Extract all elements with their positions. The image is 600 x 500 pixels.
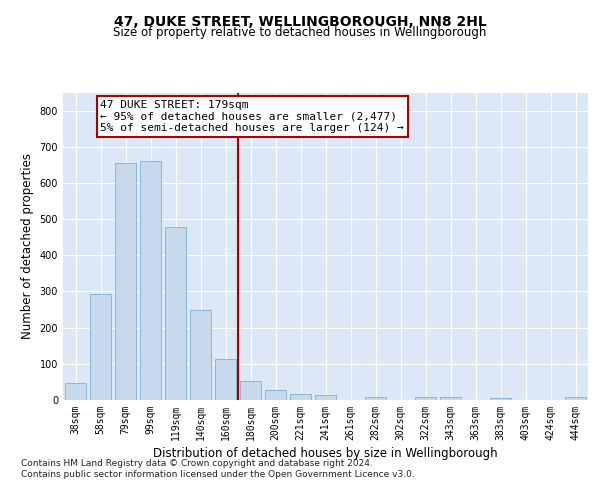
Text: Contains HM Land Registry data © Crown copyright and database right 2024.: Contains HM Land Registry data © Crown c… [21, 459, 373, 468]
Bar [215, 359, 236, 400]
X-axis label: Distribution of detached houses by size in Wellingborough: Distribution of detached houses by size … [153, 447, 498, 460]
Text: 47, DUKE STREET, WELLINGBOROUGH, NN8 2HL: 47, DUKE STREET, WELLINGBOROUGH, NN8 2HL [113, 15, 487, 29]
Bar [115, 163, 136, 400]
Bar [315, 394, 336, 400]
Bar [165, 227, 186, 400]
Text: Size of property relative to detached houses in Wellingborough: Size of property relative to detached ho… [113, 26, 487, 39]
Bar [190, 310, 211, 400]
Bar [265, 390, 286, 400]
Bar [140, 161, 161, 400]
Y-axis label: Number of detached properties: Number of detached properties [21, 153, 34, 339]
Bar [65, 382, 86, 400]
Text: 47 DUKE STREET: 179sqm
← 95% of detached houses are smaller (2,477)
5% of semi-d: 47 DUKE STREET: 179sqm ← 95% of detached… [101, 100, 404, 133]
Bar [365, 398, 386, 400]
Bar [565, 397, 586, 400]
Bar [90, 294, 111, 400]
Bar [240, 381, 261, 400]
Bar [490, 398, 511, 400]
Text: Contains public sector information licensed under the Open Government Licence v3: Contains public sector information licen… [21, 470, 415, 479]
Bar [290, 394, 311, 400]
Bar [440, 397, 461, 400]
Bar [415, 397, 436, 400]
